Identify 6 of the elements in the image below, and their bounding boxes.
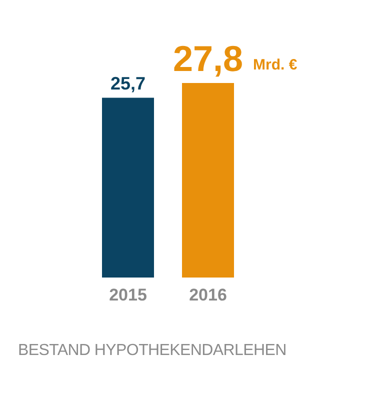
x-tick-label: 2016 xyxy=(189,285,227,304)
text: Mrd. € xyxy=(253,56,298,74)
data-label: 25,7 xyxy=(110,74,146,94)
x-tick-label: 2015 xyxy=(109,285,147,304)
text: BESTAND HYPOTHEKENDARLEHEN xyxy=(18,342,286,360)
data-label: 27,8 xyxy=(172,38,244,79)
